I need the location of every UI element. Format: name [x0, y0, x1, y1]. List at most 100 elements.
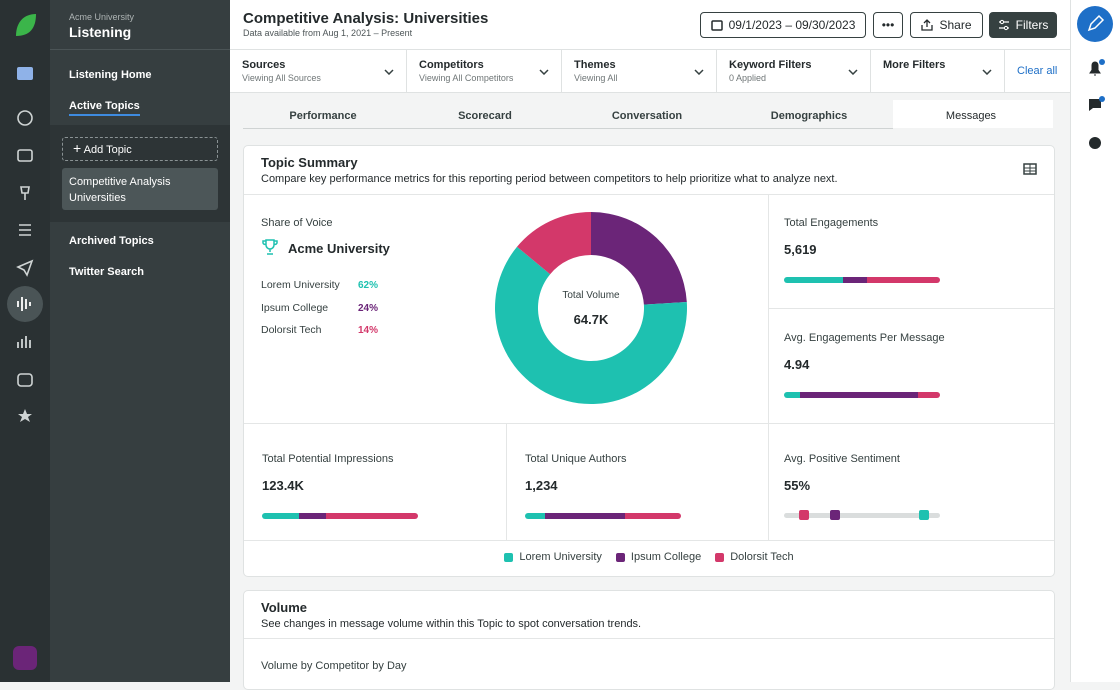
- metric-label: Total Engagements: [784, 217, 879, 229]
- profile-icon[interactable]: [13, 646, 37, 670]
- metric-value: 55%: [784, 478, 811, 493]
- legend-label: Dolorsit Tech: [730, 551, 794, 563]
- card-description: Compare key performance metrics for this…: [261, 173, 838, 185]
- rail-icons: [1077, 6, 1113, 149]
- sov-value: 24%: [358, 302, 379, 314]
- tab[interactable]: Messages: [945, 110, 997, 122]
- filter-dropdown[interactable]: More Filters: [871, 50, 1005, 93]
- tab-line: [243, 128, 893, 129]
- logo: [16, 14, 36, 36]
- page-subtitle: Data available from Aug 1, 2021 – Presen…: [243, 28, 413, 38]
- tab[interactable]: Demographics: [770, 110, 848, 122]
- badge: [1099, 96, 1105, 102]
- legend-swatch: [504, 552, 514, 562]
- legend-label: Ipsum College: [630, 551, 702, 563]
- app-name: Listening: [69, 24, 132, 40]
- filter-sub: Viewing All: [574, 73, 618, 83]
- metric-label: Avg. Engagements Per Message: [784, 332, 945, 344]
- more-label: •••: [881, 18, 895, 32]
- filter-label: Competitors: [419, 59, 484, 71]
- metric-value: 123.4K: [262, 478, 304, 493]
- chat-icon[interactable]: [1089, 99, 1101, 111]
- topic-item[interactable]: Competitive Analysis Universities: [62, 168, 218, 210]
- sov-value: 14%: [358, 325, 379, 336]
- card-title: Topic Summary: [261, 155, 358, 170]
- bell-icon[interactable]: [1089, 61, 1101, 76]
- date-picker[interactable]: 09/1/2023 – 09/30/2023: [700, 12, 866, 38]
- gauge-icon[interactable]: [17, 110, 33, 126]
- pin-icon[interactable]: [20, 186, 30, 200]
- add-topic-label: Add Topic: [83, 144, 132, 156]
- nav-link[interactable]: Active Topics: [69, 100, 140, 116]
- list-icon[interactable]: [19, 224, 31, 236]
- chart-label: Volume by Competitor by Day: [261, 660, 407, 672]
- divider: [506, 423, 507, 540]
- bar-segment: [784, 277, 844, 283]
- active-bg: [7, 286, 43, 322]
- clear-all[interactable]: Clear all: [1017, 65, 1058, 77]
- tab[interactable]: Scorecard: [458, 110, 512, 122]
- share-label: Share: [939, 18, 972, 32]
- nav-link[interactable]: Listening Home: [69, 69, 152, 81]
- metric-bar: [262, 513, 418, 519]
- bar-segment: [262, 513, 300, 519]
- metric-label: Avg. Positive Sentiment: [784, 453, 900, 465]
- tab[interactable]: Performance: [289, 110, 357, 122]
- sov-name: Dolorsit Tech: [261, 324, 322, 336]
- donut-slice: [494, 246, 687, 404]
- filters-label: Filters: [1015, 18, 1049, 32]
- rail-icons: [7, 14, 43, 670]
- more-button[interactable]: •••: [873, 12, 903, 38]
- reports-icon[interactable]: [17, 336, 31, 348]
- divider: [244, 638, 1054, 639]
- donut-slice: [517, 212, 591, 275]
- share-button[interactable]: Share: [910, 12, 983, 38]
- calendar-icon: [710, 20, 723, 31]
- listening-icon[interactable]: [17, 297, 31, 311]
- topic-line: Competitive Analysis: [69, 176, 171, 188]
- trophy-icon: [262, 239, 278, 255]
- add-topic[interactable]: + Add Topic: [62, 137, 218, 161]
- chevron: [539, 69, 549, 75]
- bar-segment: [624, 513, 681, 519]
- inbox-icon[interactable]: [17, 149, 33, 162]
- legend-item: Ipsum College: [615, 551, 702, 563]
- card-description: See changes in message volume within thi…: [261, 618, 642, 630]
- sov-value: 62%: [358, 280, 379, 291]
- filter-dropdown[interactable]: Competitors Viewing All Competitors: [407, 50, 562, 93]
- page-title: Competitive Analysis: Universities: [243, 10, 489, 27]
- icon-rail: [0, 0, 50, 682]
- metric-value: 4.94: [784, 357, 810, 372]
- divider: [50, 49, 230, 50]
- metric-bar: [525, 513, 681, 519]
- donut-label: Total Volume: [562, 290, 620, 301]
- badge: [1099, 59, 1105, 65]
- send-icon[interactable]: [16, 259, 34, 277]
- nav-link[interactable]: Archived Topics: [69, 235, 154, 247]
- sentiment-track: [784, 513, 940, 518]
- filter-dropdown[interactable]: Sources Viewing All Sources: [230, 50, 407, 93]
- compose-icon: [1087, 14, 1105, 32]
- filter-dropdown[interactable]: Themes Viewing All: [562, 50, 717, 93]
- org-name: Acme University: [69, 12, 135, 22]
- bot-icon[interactable]: [17, 373, 33, 387]
- filter-dropdown[interactable]: Keyword Filters 0 Applied: [717, 50, 871, 93]
- compose-button[interactable]: [1077, 6, 1113, 42]
- nav-link[interactable]: Twitter Search: [69, 266, 144, 278]
- folder-icon[interactable]: [17, 67, 33, 80]
- filter-label: Keyword Filters: [729, 59, 812, 71]
- bar-segment: [299, 513, 326, 519]
- help-icon[interactable]: [1089, 137, 1101, 149]
- bar-segment: [866, 277, 940, 283]
- tab[interactable]: Conversation: [611, 110, 683, 122]
- divider: [768, 308, 1054, 309]
- filters-button[interactable]: Filters: [989, 12, 1057, 38]
- table-icon[interactable]: [1023, 163, 1037, 175]
- bar-segment: [918, 392, 940, 398]
- chevron: [982, 69, 992, 75]
- topic-line: Universities: [69, 192, 126, 204]
- star-icon[interactable]: [18, 409, 32, 422]
- sov-name: Ipsum College: [261, 301, 329, 314]
- chevron: [694, 69, 704, 75]
